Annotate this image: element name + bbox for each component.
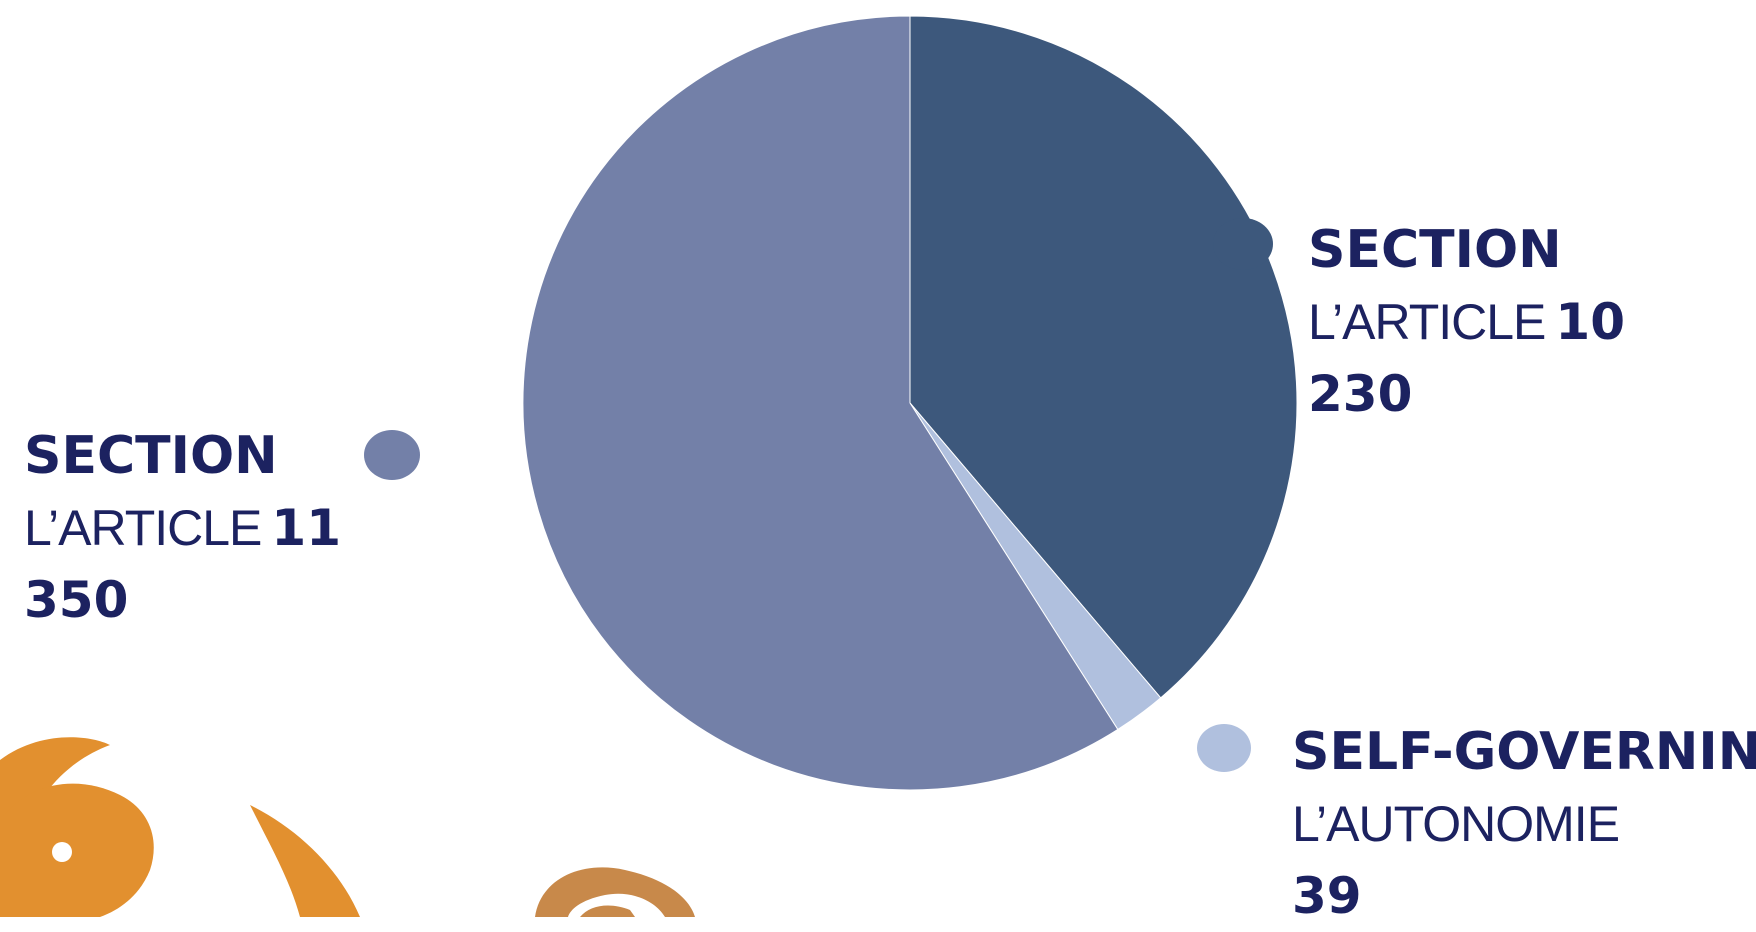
legend-marker-icon xyxy=(364,430,420,480)
legend-code: 11 xyxy=(271,499,342,557)
pie-slice-0 xyxy=(909,15,1298,699)
legend-sublabel: L’ARTICLE xyxy=(24,500,262,556)
legend-value: 39 xyxy=(1292,867,1362,925)
pie-slice-2 xyxy=(522,15,1119,791)
feather-arc-shape xyxy=(250,805,360,917)
legend-marker-icon xyxy=(1213,218,1273,270)
legend-sublabel-row: L’AUTONOMIE xyxy=(1292,788,1756,860)
eagle-head-shape xyxy=(0,737,110,917)
legend-item-self-governing: SELF-GOVERNING L’AUTONOMIE 39 xyxy=(1197,716,1756,932)
legend-value: 230 xyxy=(1308,365,1413,423)
legend-item-section-10: SECTION L’ARTICLE 10 230 xyxy=(1213,214,1625,430)
legend-item-section-11: SECTION L’ARTICLE 11 350 xyxy=(24,420,420,636)
eagle-eye-shape xyxy=(52,842,72,862)
pie-chart xyxy=(522,15,1298,791)
legend-code: 10 xyxy=(1555,293,1626,351)
legend-label: SECTION xyxy=(24,426,278,486)
swirl-shape xyxy=(535,867,695,917)
swirl-inner-shape xyxy=(580,905,635,917)
eagle-logo-icon xyxy=(0,737,695,917)
legend-marker-icon xyxy=(1197,724,1251,772)
legend-sublabel-row: L’ARTICLE 11 xyxy=(24,492,341,564)
legend-sublabel: L’AUTONOMIE xyxy=(1292,796,1620,852)
legend-label: SELF-GOVERNING xyxy=(1292,722,1756,782)
legend-sublabel: L’ARTICLE xyxy=(1308,294,1546,350)
legend-value: 350 xyxy=(24,571,129,629)
legend-sublabel-row: L’ARTICLE 10 xyxy=(1308,286,1625,358)
legend-label: SECTION xyxy=(1308,220,1562,280)
eagle-body-shape xyxy=(0,783,154,917)
